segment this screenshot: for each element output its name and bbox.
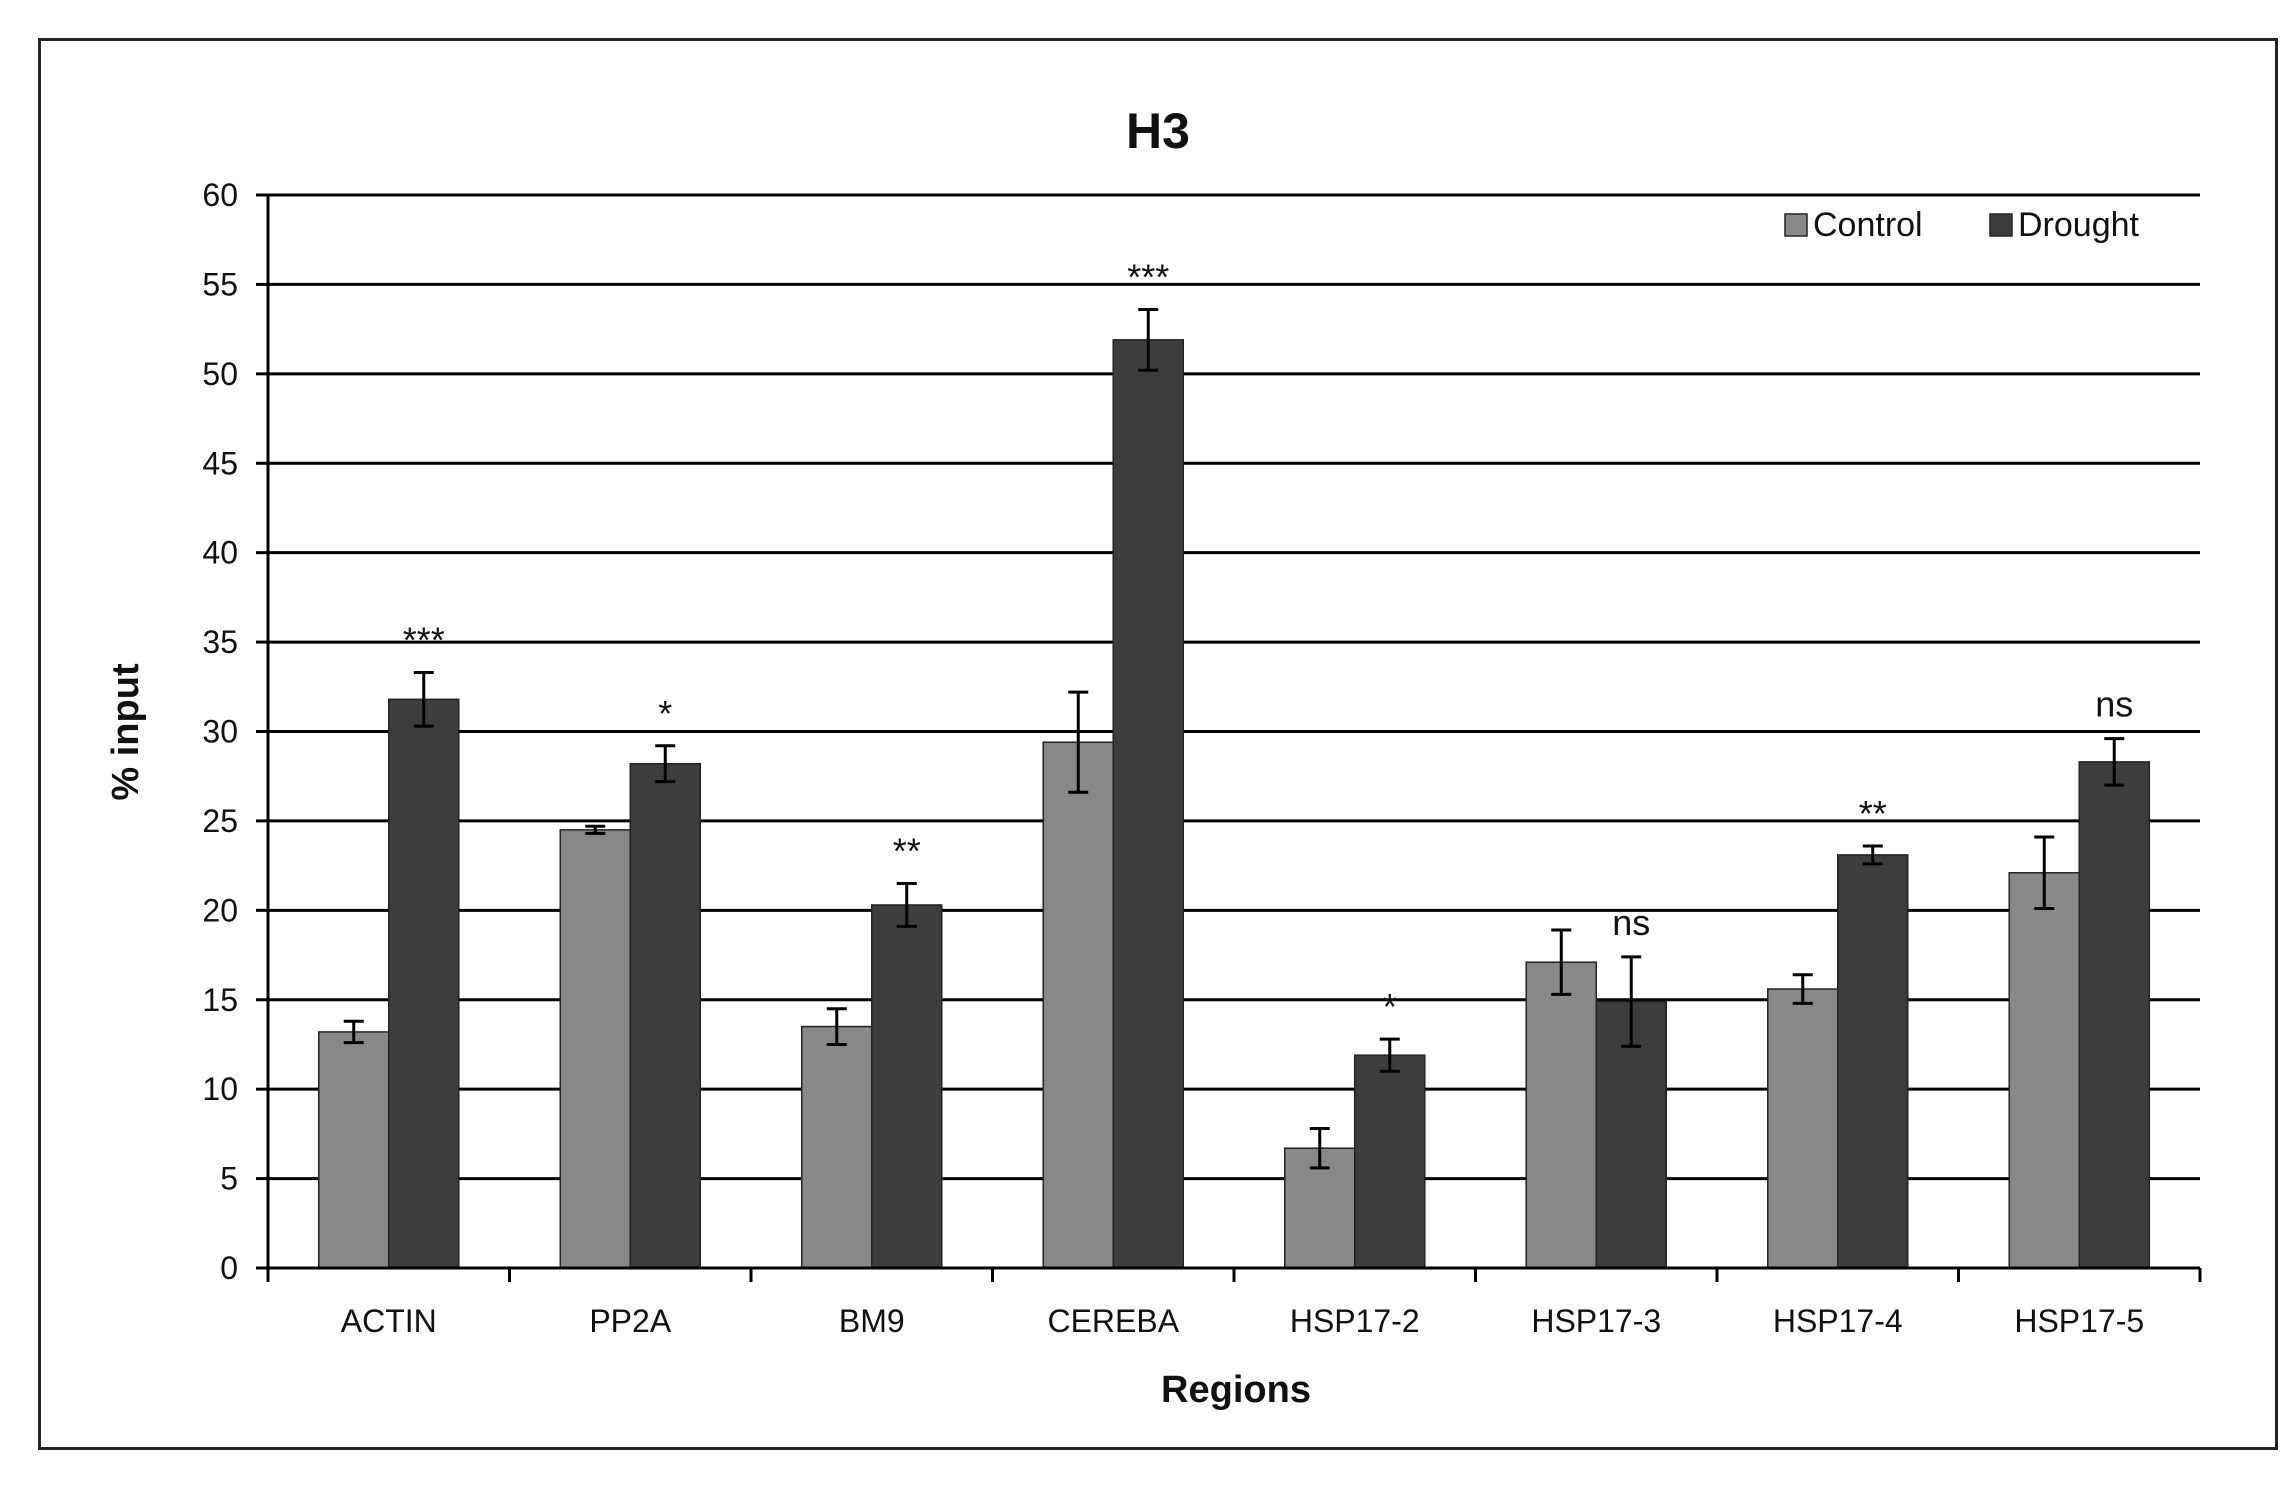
y-axis-label: % input: [105, 663, 147, 801]
chart-title: H3: [1126, 103, 1190, 159]
x-tick-label: HSP17-3: [1531, 1303, 1661, 1339]
bar-control-hsp17-3: [1525, 961, 1597, 1269]
x-tick-label: ACTIN: [341, 1303, 437, 1339]
axes: [266, 195, 2202, 1282]
bar-control-pp2a: [559, 829, 631, 1269]
x-axis-label: Regions: [1161, 1369, 1311, 1411]
y-tick-label: 35: [202, 624, 238, 660]
error-bars: [343, 307, 2125, 1170]
significance-label: **: [893, 831, 921, 872]
x-tick-label: HSP17-5: [2014, 1303, 2144, 1339]
x-tick-label: CEREBA: [1047, 1303, 1179, 1339]
legend-swatch-control: [1784, 213, 1808, 237]
legend-swatch-drought: [1989, 213, 2013, 237]
bar-drought-cereba: [1112, 339, 1184, 1269]
x-tick-label: HSP17-4: [1773, 1303, 1903, 1339]
y-tick-label: 50: [202, 356, 238, 392]
significance-labels: **********ns**ns: [403, 256, 2134, 1027]
x-tick-label: HSP17-2: [1290, 1303, 1420, 1339]
y-tick-label: 45: [202, 445, 238, 481]
bar-drought-hsp17-2: [1354, 1054, 1426, 1269]
significance-label: ***: [1127, 256, 1169, 297]
bar-drought-hsp17-4: [1837, 854, 1909, 1269]
y-tick-label: 25: [202, 803, 238, 839]
significance-label: *: [658, 693, 672, 734]
x-tick-label: PP2A: [589, 1303, 671, 1339]
y-tick-label: 20: [202, 892, 238, 928]
bar-drought-hsp17-5: [2078, 761, 2150, 1269]
bars: [318, 339, 2150, 1269]
significance-label: ***: [403, 619, 445, 660]
legend-label-control: Control: [1813, 206, 1923, 244]
bar-control-hsp17-4: [1767, 988, 1839, 1269]
y-tick-label: 55: [202, 266, 238, 302]
y-tick-labels: 0 5 10 15 20 25 30 35 40 45 50 55 60: [202, 177, 238, 1286]
y-tick-label: 0: [220, 1250, 238, 1286]
legend-label-drought: Drought: [2018, 206, 2140, 244]
bar-control-hsp17-5: [2008, 872, 2080, 1269]
significance-label: **: [1859, 793, 1887, 834]
y-tick-label: 30: [202, 714, 238, 750]
bar-drought-pp2a: [629, 762, 701, 1269]
y-tick-label: 15: [202, 982, 238, 1018]
y-tick-label: 10: [202, 1071, 238, 1107]
x-tick-labels: ACTIN PP2A BM9 CEREBA HSP17-2 HSP17-3 HSP17-4 H…: [341, 1303, 2144, 1339]
y-tick-label: 40: [202, 535, 238, 571]
significance-label: *: [1383, 986, 1397, 1027]
x-tick-label: BM9: [839, 1303, 905, 1339]
bar-control-cereba: [1042, 741, 1114, 1269]
bar-control-bm9: [801, 1025, 873, 1269]
significance-label: ns: [2095, 684, 2133, 725]
bar-drought-actin: [388, 698, 460, 1269]
bar-control-actin: [318, 1031, 390, 1269]
y-tick-label: 5: [220, 1161, 238, 1197]
y-tick-label: 60: [202, 177, 238, 213]
legend: Control Drought: [1784, 206, 2140, 244]
significance-label: ns: [1612, 902, 1650, 943]
bar-drought-bm9: [871, 904, 943, 1269]
